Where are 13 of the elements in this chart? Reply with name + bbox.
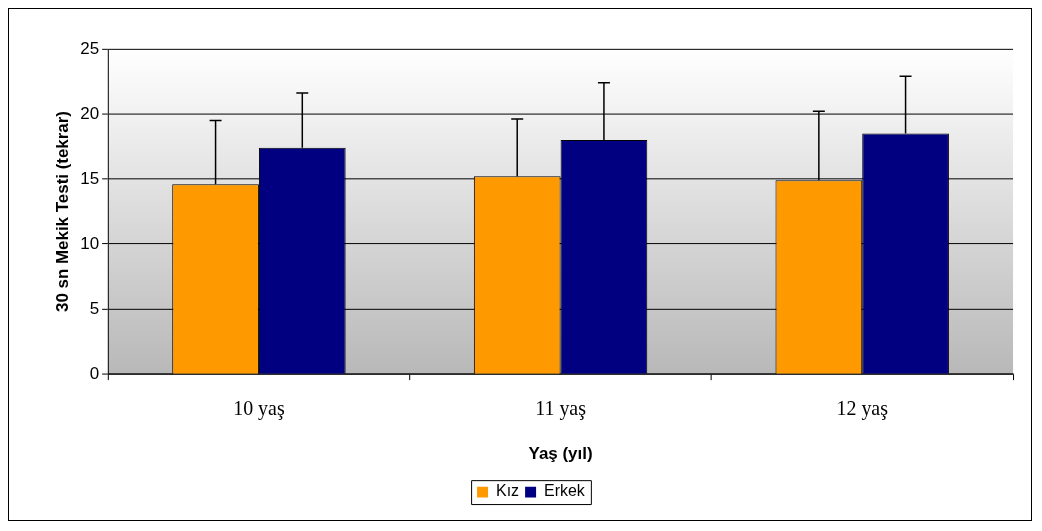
y-tick-label: 5	[89, 298, 100, 318]
legend-label: Erkek	[544, 482, 585, 500]
y-tick-label: 20	[80, 103, 100, 123]
x-tick-label: 12 yaş	[836, 397, 889, 421]
y-tick-label: 25	[80, 38, 100, 58]
y-tick-label: 10	[80, 233, 100, 253]
y-axis-title: 30 sn Mekik Testi (tekrar)	[52, 111, 72, 312]
legend-label: Kız	[496, 482, 520, 500]
x-tick-label: 11 yaş	[535, 397, 587, 421]
x-tick-label: 10 yaş	[233, 397, 285, 421]
x-axis-title: Yaş (yıl)	[528, 443, 593, 463]
y-tick-label: 0	[89, 363, 100, 383]
y-tick-label: 15	[80, 168, 100, 188]
